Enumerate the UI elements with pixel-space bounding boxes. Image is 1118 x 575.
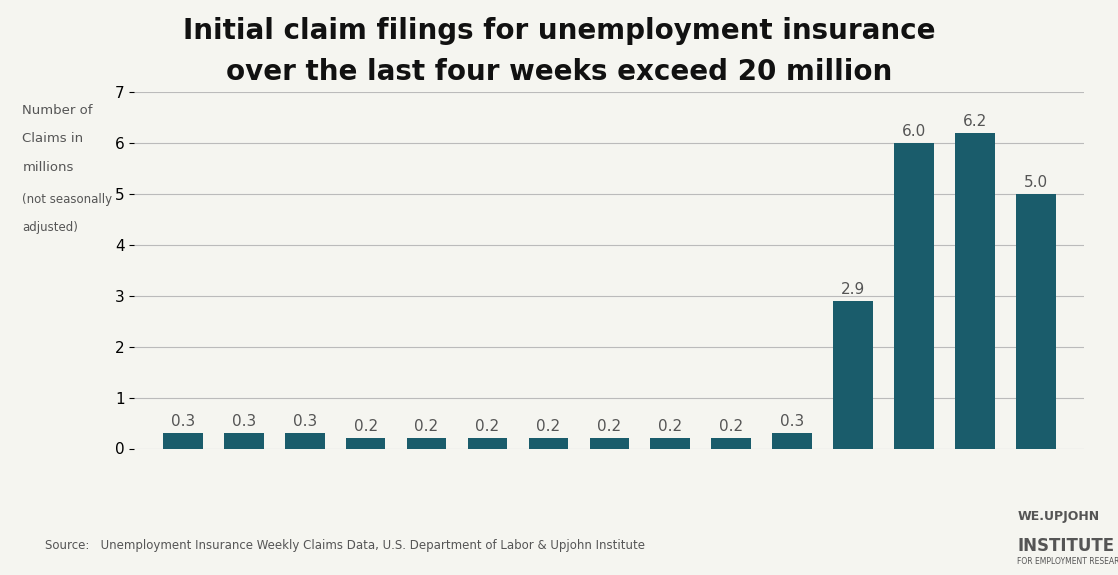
Text: adjusted): adjusted) xyxy=(22,221,78,235)
Text: INSTITUTE: INSTITUTE xyxy=(1017,537,1115,555)
Text: 0.2: 0.2 xyxy=(719,419,743,434)
Text: 6.0: 6.0 xyxy=(902,124,926,139)
Bar xyxy=(589,438,629,449)
Text: Source:   Unemployment Insurance Weekly Claims Data, U.S. Department of Labor & : Source: Unemployment Insurance Weekly Cl… xyxy=(45,539,645,552)
Bar xyxy=(529,438,568,449)
Text: 0.2: 0.2 xyxy=(537,419,560,434)
Bar xyxy=(1016,194,1055,448)
Text: WE.UPJOHN: WE.UPJOHN xyxy=(1017,510,1099,523)
Text: (not seasonally: (not seasonally xyxy=(22,193,113,206)
Bar xyxy=(163,433,202,449)
Text: 6.2: 6.2 xyxy=(963,114,987,129)
Bar xyxy=(833,301,873,448)
Text: Initial claim filings for unemployment insurance: Initial claim filings for unemployment i… xyxy=(182,17,936,45)
Text: 0.3: 0.3 xyxy=(780,414,804,429)
Text: 0.3: 0.3 xyxy=(293,414,316,429)
Text: FOR EMPLOYMENT RESEARCH: FOR EMPLOYMENT RESEARCH xyxy=(1017,557,1118,566)
Text: 0.2: 0.2 xyxy=(475,419,500,434)
Bar xyxy=(711,438,751,449)
Text: 5.0: 5.0 xyxy=(1024,175,1048,190)
Text: 0.3: 0.3 xyxy=(171,414,195,429)
Bar xyxy=(345,438,386,449)
Bar xyxy=(407,438,446,449)
Text: 0.3: 0.3 xyxy=(231,414,256,429)
Text: 2.9: 2.9 xyxy=(841,282,865,297)
Text: 0.2: 0.2 xyxy=(659,419,682,434)
Bar xyxy=(285,433,324,449)
Text: over the last four weeks exceed 20 million: over the last four weeks exceed 20 milli… xyxy=(226,58,892,86)
Text: Number of: Number of xyxy=(22,104,93,117)
Text: 0.2: 0.2 xyxy=(597,419,622,434)
Text: 0.2: 0.2 xyxy=(415,419,438,434)
Bar xyxy=(773,433,812,449)
Text: millions: millions xyxy=(22,161,74,174)
Bar xyxy=(467,438,508,449)
Text: Claims in: Claims in xyxy=(22,132,84,145)
Bar xyxy=(894,143,934,448)
Bar xyxy=(955,133,995,448)
Text: 0.2: 0.2 xyxy=(353,419,378,434)
Bar xyxy=(651,438,690,449)
Bar xyxy=(224,433,264,449)
